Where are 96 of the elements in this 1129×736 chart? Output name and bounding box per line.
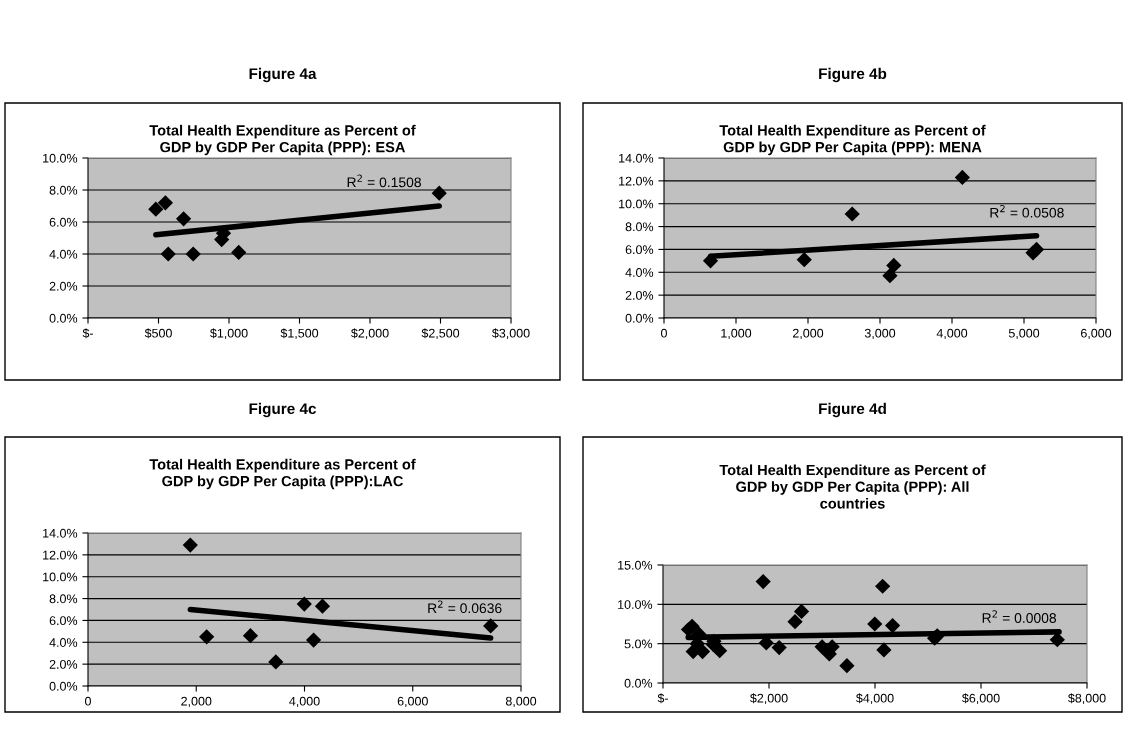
point — [787, 614, 803, 630]
point — [199, 629, 215, 645]
y-tick-label: 0.0% — [49, 313, 78, 323]
y-tick-label: 4.0% — [49, 249, 78, 259]
point — [886, 257, 902, 274]
x-tick-label: $2,500 — [421, 328, 460, 340]
x-tick-label: $2,000 — [351, 328, 389, 340]
x-tick-label: 1,000 — [721, 328, 752, 340]
point — [882, 268, 898, 284]
y-tick-label: 10.0% — [43, 153, 78, 163]
point — [1028, 241, 1045, 258]
x-tick-label: 4,000 — [936, 328, 968, 340]
point — [793, 603, 810, 620]
point — [268, 654, 284, 670]
x-tick-label: 6,000 — [1081, 328, 1112, 340]
point — [182, 537, 198, 553]
caption: Figure 4a — [249, 67, 317, 83]
y-tick-label: 4.0% — [49, 638, 78, 647]
annotation: R$^{2}$ = 0.1508 — [347, 174, 421, 188]
x-tick-label: $500 — [144, 328, 172, 339]
point — [796, 252, 812, 268]
y-tick-label: 0.0% — [624, 678, 653, 688]
point — [954, 169, 970, 186]
chart-title: Total Health Expenditure as Percent of GDP by GDP Per Capita (PPP): ESA — [149, 124, 416, 156]
x-tick-label: $- — [82, 328, 93, 339]
y-tick-label: 14.0% — [43, 528, 78, 538]
annotation: R$^{2}$ = 0.0636 — [428, 600, 502, 614]
y-tick-label: 10.0% — [43, 572, 78, 582]
x-tick-label: 0 — [661, 328, 667, 338]
point — [876, 642, 892, 658]
x-tick-label: 2,000 — [181, 696, 212, 708]
caption: Figure 4b — [819, 67, 887, 83]
point — [839, 658, 855, 674]
point — [314, 598, 331, 614]
point — [231, 244, 247, 261]
annotation: R$^{2}$ = 0.0008 — [982, 610, 1057, 623]
x-tick-label: $4,000 — [856, 693, 894, 705]
y-tick-label: 6.0% — [49, 217, 78, 227]
y-tick-label: 14.0% — [619, 153, 654, 163]
chart-title: Total Health Expenditure as Percent of GDP by GDP Per Capita (PPP): MENA — [719, 124, 986, 156]
y-tick-label: 8.0% — [49, 185, 78, 195]
x-tick-label: $- — [657, 693, 668, 704]
x-tick-label: 6,000 — [397, 696, 428, 708]
point — [431, 185, 447, 201]
point — [305, 632, 322, 648]
point — [684, 618, 700, 634]
y-tick-label: 5.0% — [624, 639, 653, 649]
chart-title: Total Health Expenditure as Percent of GDP by GDP Per Capita (PPP):LAC — [149, 458, 416, 490]
caption: Figure 4d — [819, 402, 886, 418]
point — [712, 643, 728, 659]
point — [175, 211, 192, 227]
x-tick-label: 0 — [85, 696, 91, 706]
point — [483, 618, 499, 634]
y-tick-label: 12.0% — [619, 176, 654, 186]
x-tick-label: 2,000 — [792, 328, 824, 340]
y-tick-label: 6.0% — [49, 616, 78, 626]
point — [755, 573, 771, 590]
point — [884, 617, 901, 634]
y-tick-label: 0.0% — [49, 681, 78, 691]
x-tick-label: 8,000 — [505, 696, 537, 708]
point — [148, 201, 164, 217]
x-tick-label: $2,000 — [750, 693, 788, 705]
caption: Figure 4c — [249, 402, 317, 418]
y-tick-label: 2.0% — [49, 281, 78, 291]
annotation: R$^{2}$ = 0.0508 — [990, 204, 1064, 218]
y-tick-label: 6.0% — [625, 245, 654, 255]
x-tick-label: 4,000 — [289, 696, 320, 708]
point — [185, 246, 201, 262]
x-tick-label: 3,000 — [864, 328, 896, 340]
point — [1049, 632, 1065, 648]
point — [867, 616, 883, 632]
x-tick-label: $1,000 — [210, 328, 248, 340]
y-tick-label: 2.0% — [49, 659, 78, 669]
y-tick-label: 4.0% — [625, 268, 654, 277]
y-tick-label: 8.0% — [49, 594, 78, 604]
y-tick-label: 2.0% — [625, 290, 654, 300]
x-tick-label: $8,000 — [1068, 693, 1106, 705]
point — [844, 206, 860, 222]
x-tick-label: $3,000 — [492, 328, 530, 340]
point — [157, 195, 174, 211]
y-tick-label: 8.0% — [625, 222, 654, 232]
y-tick-label: 15.0% — [618, 560, 653, 570]
point — [702, 253, 719, 269]
point — [771, 639, 787, 656]
point — [875, 578, 891, 594]
y-tick-label: 0.0% — [625, 313, 654, 323]
y-tick-label: 12.0% — [43, 550, 78, 560]
y-tick-label: 10.0% — [618, 600, 653, 609]
y-tick-label: 10.0% — [619, 199, 654, 209]
chart-title: Total Health Expenditure as Percent of GDP by GDP Per Capita (PPP): All countries — [719, 464, 986, 509]
point — [160, 246, 176, 262]
x-tick-label: $1,500 — [280, 328, 319, 340]
point — [296, 596, 312, 612]
x-tick-label: 5,000 — [1008, 328, 1040, 340]
x-tick-label: $6,000 — [962, 693, 1000, 705]
point — [242, 628, 259, 644]
